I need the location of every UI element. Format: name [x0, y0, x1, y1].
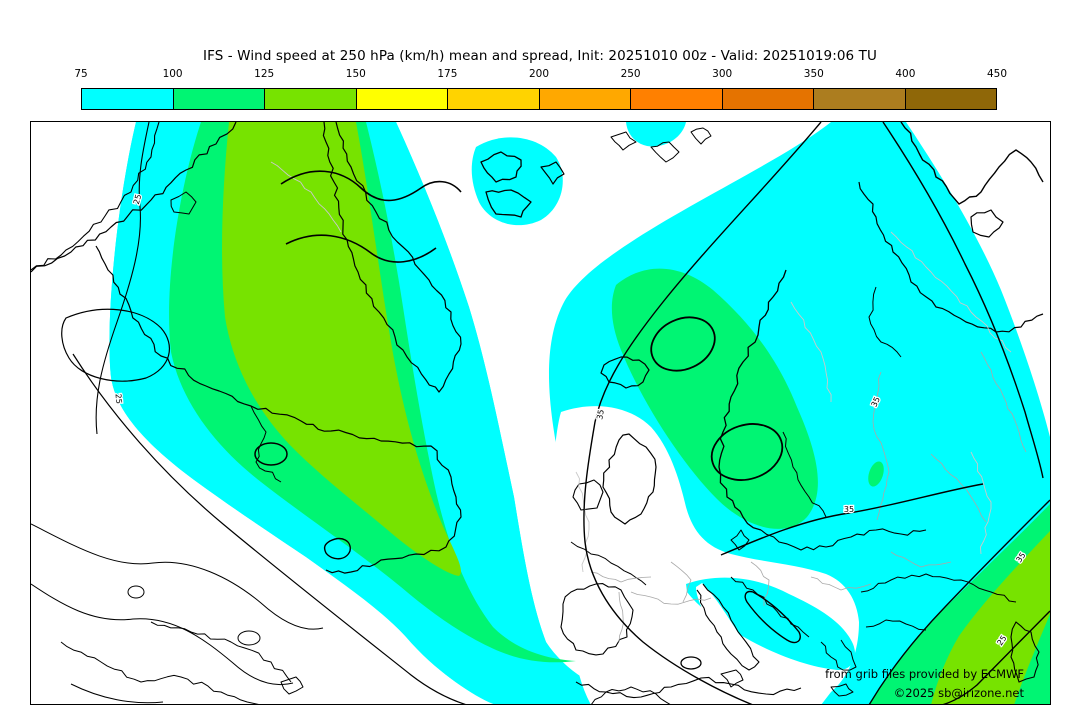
coastline-path [591, 686, 671, 704]
coastline-path [600, 356, 650, 389]
coastline-path [782, 431, 827, 518]
coastline-path [1010, 621, 1040, 683]
attribution-line2: ©2025 sb@irizone.net [893, 686, 1024, 700]
border-path [980, 351, 1027, 453]
colorbar-tick-200: 200 [528, 68, 550, 80]
colorbar-tick-175: 175 [437, 68, 458, 80]
coastline-path [602, 433, 657, 525]
contour-label-35: 35 [595, 409, 606, 421]
colorbar-tick-250: 250 [620, 68, 641, 80]
coastline-path [970, 209, 1004, 238]
contour-label-25: 25 [132, 193, 143, 205]
coastline-path [485, 189, 532, 218]
isotach-contours [31, 122, 1050, 704]
coastline-path [865, 619, 927, 631]
colorbar-segment-250-300 [630, 89, 722, 109]
coastline-path [31, 122, 160, 271]
border-path [890, 551, 952, 568]
colorbar-tick-150: 150 [345, 68, 366, 80]
coastline-path [718, 269, 787, 531]
colorbar-segment-175-200 [447, 89, 539, 109]
colorbar-segment-150-175 [355, 89, 447, 109]
attribution: from grib files provided by ECMWF ©2025 … [825, 665, 1024, 703]
coastline-path [858, 181, 1044, 333]
coastline-path [60, 641, 259, 704]
coastline-path [650, 141, 680, 163]
border-path [670, 561, 692, 603]
coastline-path [900, 122, 1044, 205]
colorbar-segment-75-100 [82, 89, 173, 109]
border-path [270, 161, 342, 233]
coastlines [31, 122, 1044, 704]
coastline-path [730, 529, 750, 551]
colorbar-tick-300: 300 [712, 68, 733, 80]
colorbar-segment-125-150 [264, 89, 356, 109]
coastline-path [572, 479, 604, 511]
wind-speed-colorbar [81, 88, 997, 110]
border-path [810, 576, 872, 591]
coastline-path [830, 683, 854, 697]
colorbar-segment-400-450 [904, 89, 996, 109]
colorbar-tick-100: 100 [162, 68, 183, 80]
coastline-path [696, 583, 760, 671]
coastline-path [95, 245, 462, 574]
border-path [890, 231, 1012, 353]
coastline-path [280, 676, 304, 695]
attribution-line1: from grib files provided by ECMWF [825, 667, 1024, 681]
colorbar-segment-200-250 [538, 89, 630, 109]
map-panel: 25 25 35 35 35 35 25 from grib files provided … [30, 121, 1051, 705]
colorbar-segment-300-350 [721, 89, 813, 109]
coastline-path [760, 528, 927, 551]
coastline-path [480, 151, 522, 183]
coastline-path [720, 669, 744, 688]
border-path [970, 451, 992, 555]
coastline-path [540, 161, 565, 185]
border-path [790, 301, 832, 403]
coastline-path [560, 583, 634, 656]
coastline-path [860, 573, 1017, 603]
coastline-path [610, 131, 637, 151]
contour-label-35: 35 [844, 505, 854, 514]
colorbar-tick-125: 125 [254, 68, 275, 80]
chart-title: IFS - Wind speed at 250 hPa (km/h) mean … [203, 48, 877, 64]
border-path [618, 591, 624, 643]
coastline-path [575, 676, 802, 699]
coastline-path [250, 405, 282, 483]
coastline-path [31, 122, 237, 273]
colorbar-tick-450: 450 [986, 68, 1008, 80]
coastline-path [690, 127, 712, 145]
colorbar-tick-labels: 75 100 125 150 175 200 250 300 350 400 450 [74, 68, 1007, 82]
contour-label-25: 25 [114, 393, 124, 404]
colorbar-tick-350: 350 [803, 68, 824, 80]
coastline-path [730, 576, 810, 638]
colorbar-tick-400: 400 [895, 68, 916, 80]
colorbar-segment-100-125 [172, 89, 264, 109]
coastline-path [150, 621, 292, 683]
coastline-path [322, 122, 462, 393]
coastline-path [570, 541, 647, 586]
colorbar-tick-75: 75 [74, 68, 88, 80]
colorbar-segment-350-400 [813, 89, 905, 109]
border-path [630, 591, 712, 605]
coastline-path [170, 191, 197, 215]
border-path [575, 471, 590, 573]
border-path [930, 453, 987, 523]
border-path [590, 571, 652, 583]
border-path [872, 371, 890, 521]
border-path [750, 561, 770, 606]
coastline-path [820, 639, 857, 671]
coastline-path [868, 286, 902, 358]
wind-fill-regions [109, 122, 1050, 704]
